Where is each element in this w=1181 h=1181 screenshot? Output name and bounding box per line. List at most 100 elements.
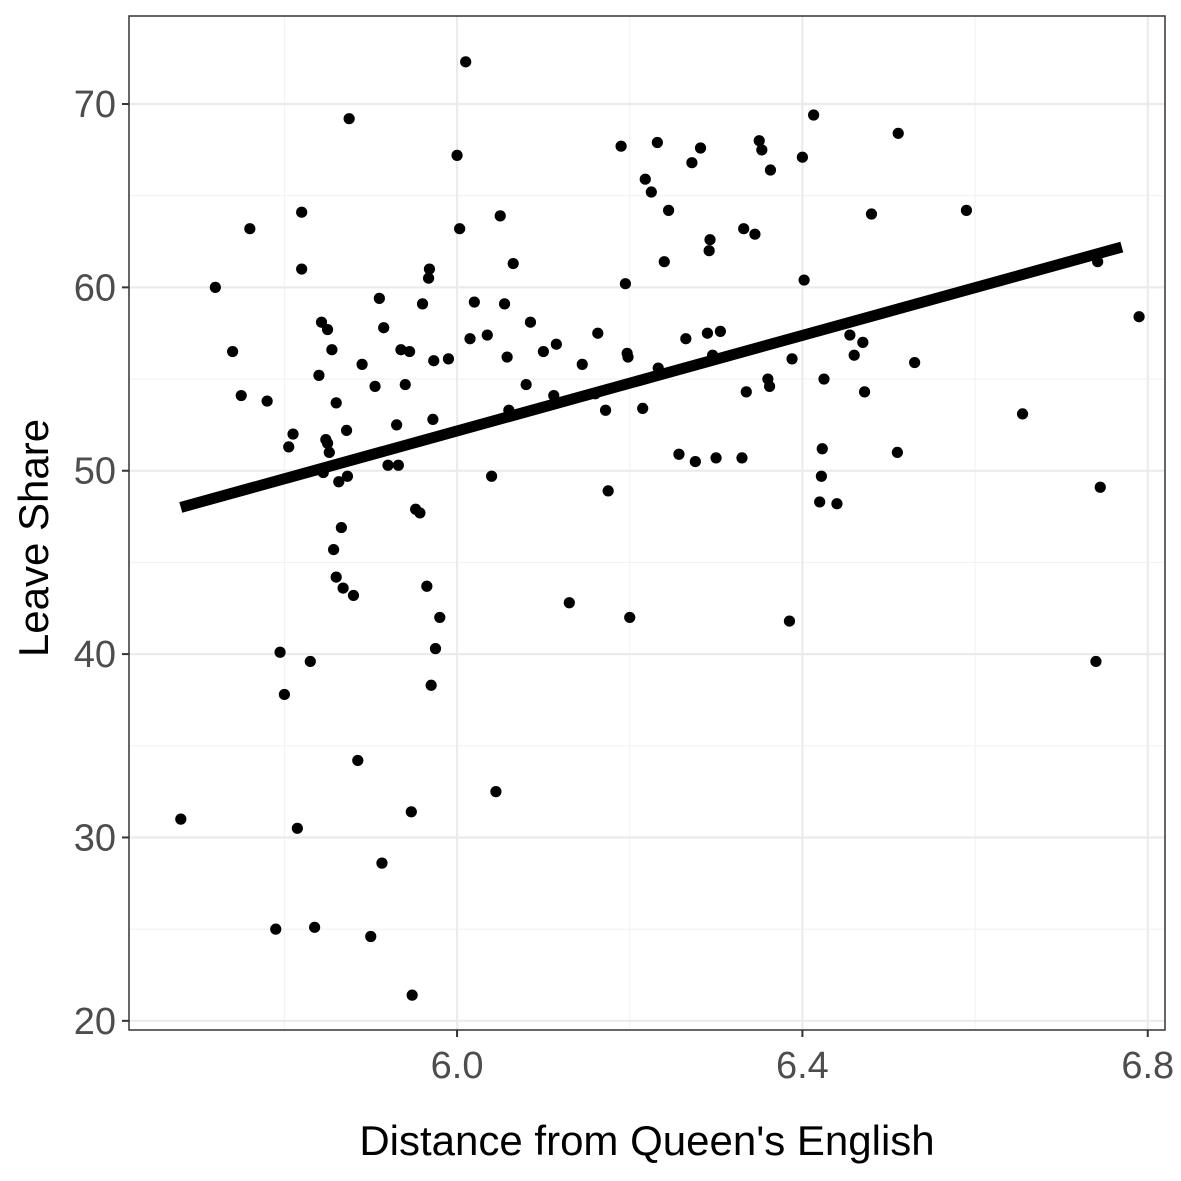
data-point [335,521,347,534]
x-tick-label: 6.8 [1121,1045,1174,1087]
data-point [373,292,385,304]
data-point [1090,655,1102,668]
data-point [798,274,810,286]
data-point [425,679,437,691]
y-tick-label: 60 [74,267,116,309]
data-point [858,386,871,398]
data-point [395,344,407,356]
data-point [637,402,649,414]
data-point [486,470,498,482]
data-point [680,333,692,345]
data-point [392,459,404,471]
data-point [1016,408,1029,420]
data-point [1094,481,1106,493]
data-point [309,921,321,933]
data-point [337,582,349,594]
data-point [892,127,904,139]
data-point [429,643,442,655]
data-point [321,323,334,336]
data-point [369,380,381,392]
y-axis-title: Leave Share [10,419,57,657]
data-point [399,378,411,391]
data-point [658,256,670,268]
data-point [563,597,575,609]
data-point [710,452,722,464]
data-point [548,389,560,402]
panel-border [128,15,1166,1031]
data-point [261,395,273,407]
data-point [296,263,308,275]
data-point [844,329,856,341]
data-point [619,278,632,290]
data-point [503,404,515,416]
data-point [662,204,675,216]
data-point [376,857,388,869]
data-point [599,404,612,416]
data-point [382,459,394,471]
data-point [406,989,418,1001]
data-point [416,298,429,310]
data-point [622,351,634,363]
data-point [673,448,685,460]
data-point [209,281,221,293]
data-point [422,272,435,284]
data-point [764,164,777,176]
data-point [330,397,342,409]
data-point [274,646,286,658]
data-point [707,349,719,361]
data-point [960,204,973,216]
data-point [321,437,334,449]
data-point [831,498,843,510]
data-point [694,142,707,154]
y-tick-label: 40 [74,634,116,676]
data-point [686,157,698,169]
data-point [703,245,715,257]
data-point [550,338,562,350]
data-point [291,822,303,834]
data-point [494,210,506,222]
major-gridlines [129,16,1165,1030]
data-point [175,813,187,825]
data-point [244,223,256,235]
data-point [235,389,247,402]
data-point [330,571,342,583]
data-point [753,135,765,147]
data-point [592,327,604,339]
data-point [403,345,416,358]
data-point [818,373,830,385]
data-point [507,257,519,270]
minor-gridlines [129,16,1165,1030]
data-point [428,355,440,367]
data-point [576,358,588,370]
data-point [865,208,878,220]
data-point [451,149,463,161]
data-point [464,333,476,345]
data-point [391,419,403,431]
data-point [427,413,439,425]
data-point [347,589,360,602]
data-point [323,446,335,459]
data-point [304,655,316,668]
regression-line-layer [179,241,1124,513]
data-point [624,611,636,624]
data-point [909,356,921,369]
data-point [365,930,377,943]
data-point [783,615,796,627]
data-point [317,466,329,479]
x-tick-label: 6.4 [776,1045,829,1087]
data-point [313,369,325,381]
data-point [490,786,502,798]
data-point [749,228,761,240]
data-point [639,173,651,185]
data-point [421,580,433,592]
data-point [340,424,353,437]
regression-line [179,241,1124,513]
data-point [414,507,426,519]
data-point [501,351,513,363]
data-point [756,144,768,156]
data-point [602,485,614,497]
data-point [704,234,716,246]
data-point [270,923,282,935]
data-point [442,353,455,365]
